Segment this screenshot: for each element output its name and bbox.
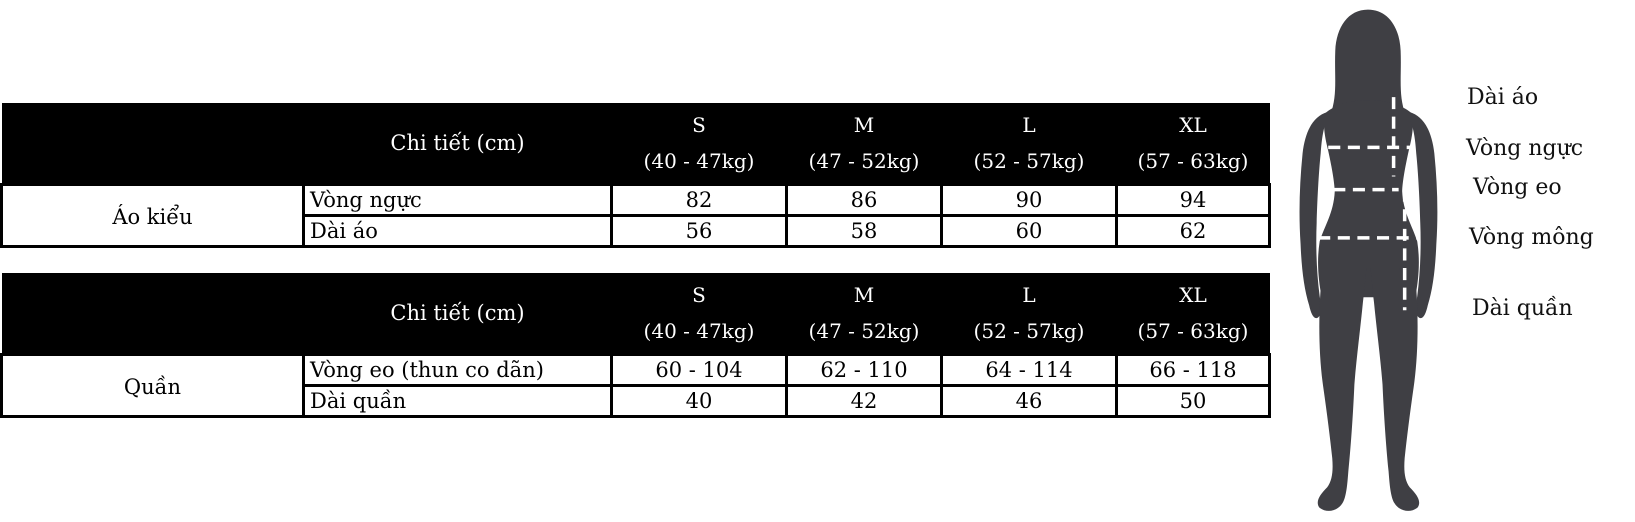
size-letter: XL <box>1179 282 1207 307</box>
label-vong-mong: Vòng mông <box>1469 225 1594 250</box>
table-row: Dài áo 56 58 60 62 <box>2 213 1271 248</box>
size-letter: S <box>692 282 706 307</box>
category-cell: Áo kiểu <box>0 182 305 248</box>
size-letter: L <box>1022 282 1036 307</box>
value-cell: 56 <box>610 213 788 248</box>
table-header-band: Chi tiết (cm) S (40 - 47kg) M (47 - 52kg… <box>1 273 1270 354</box>
table-row: Quần Vòng eo (thun co dãn) 60 - 104 62 -… <box>0 352 1271 418</box>
value-cell: 60 - 104 <box>610 352 788 387</box>
size-weight-range: (47 - 52kg) <box>808 148 920 173</box>
silhouette-left-arm <box>1299 112 1330 319</box>
size-letter: M <box>853 282 875 307</box>
table-row: Áo kiểu Vòng ngực 82 86 90 94 <box>0 182 1271 248</box>
value-cell: 62 - 110 <box>785 352 943 387</box>
header-spacer <box>1 273 304 354</box>
size-table-quan: Chi tiết (cm) S (40 - 47kg) M (47 - 52kg… <box>0 273 1271 418</box>
woman-silhouette-figure <box>1299 9 1438 511</box>
silhouette-right-arm <box>1407 112 1438 319</box>
value-cell: 86 <box>785 182 943 217</box>
header-size-l: L (52 - 57kg) <box>941 103 1117 184</box>
size-weight-range: (40 - 47kg) <box>643 318 755 343</box>
header-size-m: M (47 - 52kg) <box>786 103 942 184</box>
label-dai-quan: Dài quần <box>1472 296 1573 321</box>
value-cell: 62 <box>1115 213 1271 248</box>
value-cell: 40 <box>610 383 788 418</box>
header-size-l: L (52 - 57kg) <box>941 273 1117 354</box>
silhouette-hair <box>1330 9 1406 116</box>
size-letter: M <box>853 112 875 137</box>
header-size-s: S (40 - 47kg) <box>611 273 787 354</box>
size-weight-range: (40 - 47kg) <box>643 148 755 173</box>
label-dai-ao: Dài áo <box>1467 85 1539 110</box>
header-size-m: M (47 - 52kg) <box>786 273 942 354</box>
size-table-ao-kieu: Chi tiết (cm) S (40 - 47kg) M (47 - 52kg… <box>0 103 1271 248</box>
row-label: Vòng eo (thun co dãn) <box>302 352 613 387</box>
label-vong-nguc: Vòng ngực <box>1466 136 1584 161</box>
header-detail-label: Chi tiết (cm) <box>303 273 612 354</box>
value-cell: 94 <box>1115 182 1271 217</box>
size-weight-range: (57 - 63kg) <box>1137 148 1249 173</box>
silhouette-right-leg <box>1370 268 1420 511</box>
size-letter: S <box>692 112 706 137</box>
silhouette-left-leg <box>1317 268 1367 511</box>
value-cell: 82 <box>610 182 788 217</box>
size-letter: L <box>1022 112 1036 137</box>
size-weight-range: (47 - 52kg) <box>808 318 920 343</box>
header-size-xl: XL (57 - 63kg) <box>1116 273 1270 354</box>
value-cell: 50 <box>1115 383 1271 418</box>
category-cell: Quần <box>0 352 305 418</box>
value-cell: 60 <box>940 213 1118 248</box>
header-spacer <box>1 103 304 184</box>
value-cell: 66 - 118 <box>1115 352 1271 387</box>
header-size-xl: XL (57 - 63kg) <box>1116 103 1270 184</box>
table-header-band: Chi tiết (cm) S (40 - 47kg) M (47 - 52kg… <box>1 103 1270 184</box>
header-detail-label: Chi tiết (cm) <box>303 103 612 184</box>
value-cell: 46 <box>940 383 1118 418</box>
size-letter: XL <box>1179 112 1207 137</box>
label-vong-eo: Vòng eo <box>1473 175 1562 200</box>
header-size-s: S (40 - 47kg) <box>611 103 787 184</box>
row-label: Dài quần <box>302 383 613 418</box>
row-label: Vòng ngực <box>302 182 613 217</box>
size-weight-range: (52 - 57kg) <box>973 148 1085 173</box>
size-weight-range: (52 - 57kg) <box>973 318 1085 343</box>
value-cell: 90 <box>940 182 1118 217</box>
row-label: Dài áo <box>302 213 613 248</box>
size-weight-range: (57 - 63kg) <box>1137 318 1249 343</box>
value-cell: 42 <box>785 383 943 418</box>
value-cell: 64 - 114 <box>940 352 1118 387</box>
value-cell: 58 <box>785 213 943 248</box>
table-row: Dài quần 40 42 46 50 <box>2 383 1271 418</box>
silhouette-torso <box>1318 100 1419 298</box>
